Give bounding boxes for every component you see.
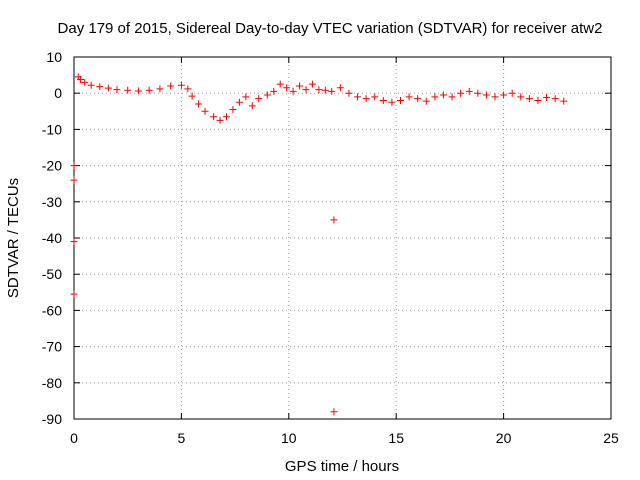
- y-tick-label: -60: [42, 302, 62, 318]
- data-point: [448, 93, 456, 101]
- data-point: [457, 89, 465, 97]
- data-point: [113, 86, 121, 94]
- data-point: [76, 75, 84, 83]
- data-point: [336, 84, 344, 92]
- x-axis-label: GPS time / hours: [285, 458, 399, 475]
- data-point: [210, 113, 218, 121]
- data-point: [96, 83, 104, 91]
- y-tick-label: -30: [42, 194, 62, 210]
- data-point: [474, 89, 482, 97]
- data-point: [188, 92, 196, 100]
- data-point: [235, 98, 243, 106]
- data-point: [216, 116, 224, 124]
- data-point: [315, 86, 323, 94]
- data-series: [70, 73, 568, 416]
- data-point: [177, 81, 185, 89]
- data-point: [543, 94, 551, 102]
- y-tick-label: -80: [42, 375, 62, 391]
- data-point: [289, 87, 297, 95]
- data-point: [388, 98, 396, 106]
- data-point: [482, 91, 490, 99]
- data-point: [321, 86, 329, 94]
- data-point: [70, 162, 78, 170]
- data-point: [439, 91, 447, 99]
- data-point: [330, 408, 338, 416]
- data-point: [70, 290, 78, 298]
- y-tick-label: -10: [42, 121, 62, 137]
- x-tick-label: 20: [496, 430, 512, 446]
- data-point: [308, 80, 316, 88]
- y-axis-label: SDTVAR / TECUs: [5, 178, 22, 298]
- data-point: [405, 93, 413, 101]
- y-tick-label: 0: [54, 85, 62, 101]
- data-point: [500, 91, 508, 99]
- data-point: [534, 96, 542, 104]
- data-point: [270, 87, 278, 95]
- data-point: [283, 84, 291, 92]
- data-point: [195, 100, 203, 108]
- data-point: [223, 113, 231, 121]
- x-tick-label: 10: [281, 430, 297, 446]
- chart-title: Day 179 of 2015, Sidereal Day-to-day VTE…: [58, 20, 603, 37]
- data-point: [302, 86, 310, 94]
- data-point: [328, 87, 336, 95]
- data-point: [379, 96, 387, 104]
- data-point: [422, 97, 430, 105]
- data-point: [517, 93, 525, 101]
- y-tick-label: 10: [46, 49, 62, 65]
- data-point: [414, 95, 422, 103]
- data-point: [156, 85, 164, 93]
- y-tick-label: -70: [42, 339, 62, 355]
- data-point: [255, 95, 263, 103]
- data-point: [354, 93, 362, 101]
- x-tick-label: 5: [178, 430, 186, 446]
- data-point: [525, 95, 533, 103]
- data-point: [371, 93, 379, 101]
- data-point: [396, 96, 404, 104]
- data-point: [248, 102, 256, 110]
- data-point: [491, 93, 499, 101]
- data-point: [134, 87, 142, 95]
- data-point: [167, 82, 175, 90]
- y-tick-label: -50: [42, 266, 62, 282]
- grid: [74, 57, 611, 419]
- data-point: [81, 78, 89, 86]
- data-point: [104, 84, 112, 92]
- data-point: [330, 216, 338, 224]
- y-tick-label: -40: [42, 230, 62, 246]
- x-tick-label: 25: [603, 430, 619, 446]
- data-point: [431, 93, 439, 101]
- data-point: [201, 107, 209, 115]
- data-point: [184, 85, 192, 93]
- data-point: [362, 95, 370, 103]
- data-point: [508, 89, 516, 97]
- data-point: [70, 176, 78, 184]
- data-point: [124, 86, 132, 94]
- y-tick-label: -20: [42, 158, 62, 174]
- x-tick-label: 0: [70, 430, 78, 446]
- data-point: [87, 81, 95, 89]
- data-point: [560, 97, 568, 105]
- data-point: [263, 91, 271, 99]
- x-tick-label: 15: [388, 430, 404, 446]
- data-point: [465, 87, 473, 95]
- data-point: [229, 105, 237, 113]
- data-point: [296, 82, 304, 90]
- y-tick-label: -90: [42, 411, 62, 427]
- data-point: [242, 93, 250, 101]
- data-point: [345, 89, 353, 97]
- ticks: 0 5 10 15 20 25 10 0 -10 -20 -30 -40 -50 -60 -70 -80 -90: [42, 49, 619, 446]
- data-point: [551, 95, 559, 103]
- data-point: [276, 80, 284, 88]
- data-point: [70, 238, 78, 246]
- data-point: [145, 86, 153, 94]
